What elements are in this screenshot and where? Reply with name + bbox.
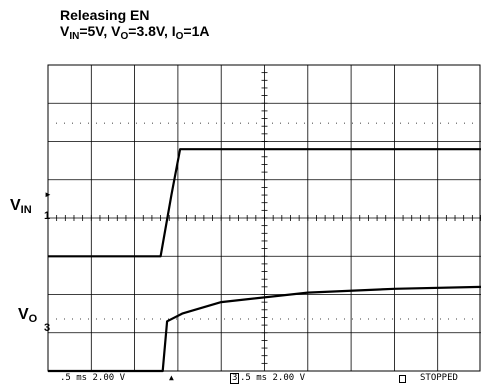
- io-subscript: O: [175, 31, 184, 42]
- channel-1-marker: 1: [44, 210, 51, 222]
- trigger-marker-icon: ▲: [169, 373, 174, 382]
- vin-symbol: V: [60, 23, 70, 39]
- trace-vin: [48, 148, 481, 258]
- io-value: =1A: [183, 23, 210, 39]
- stop-square-icon: [399, 375, 406, 383]
- channel-3-marker: 3: [44, 322, 51, 334]
- trace-vo: [48, 285, 481, 373]
- vo-symbol: V: [111, 23, 121, 39]
- vo-label-subscript: O: [28, 313, 38, 325]
- vin-value: =5V,: [79, 23, 112, 39]
- ch2-channel-box: 3: [230, 373, 240, 384]
- vin-channel-label: VIN: [10, 197, 32, 216]
- vo-value: =3.8V,: [128, 23, 172, 39]
- vin-label-symbol: V: [10, 197, 21, 214]
- vin-subscript: IN: [69, 31, 80, 42]
- io-symbol: I: [171, 23, 176, 39]
- chart-title: Releasing EN: [60, 7, 150, 23]
- channel-1-arrow-icon: ►: [44, 190, 52, 199]
- vin-label-subscript: IN: [20, 204, 32, 216]
- acquisition-state: STOPPED: [420, 373, 458, 383]
- ch2-scale-readout: .5 ms 2.00 V: [240, 373, 306, 383]
- vo-channel-label: VO: [18, 306, 37, 325]
- chart-conditions: VIN=5V, VO=3.8V, IO=1A: [60, 22, 210, 46]
- vo-label-symbol: V: [18, 306, 29, 323]
- vo-subscript: O: [120, 31, 129, 42]
- ch1-scale-readout: .5 ms 2.00 V: [60, 373, 126, 383]
